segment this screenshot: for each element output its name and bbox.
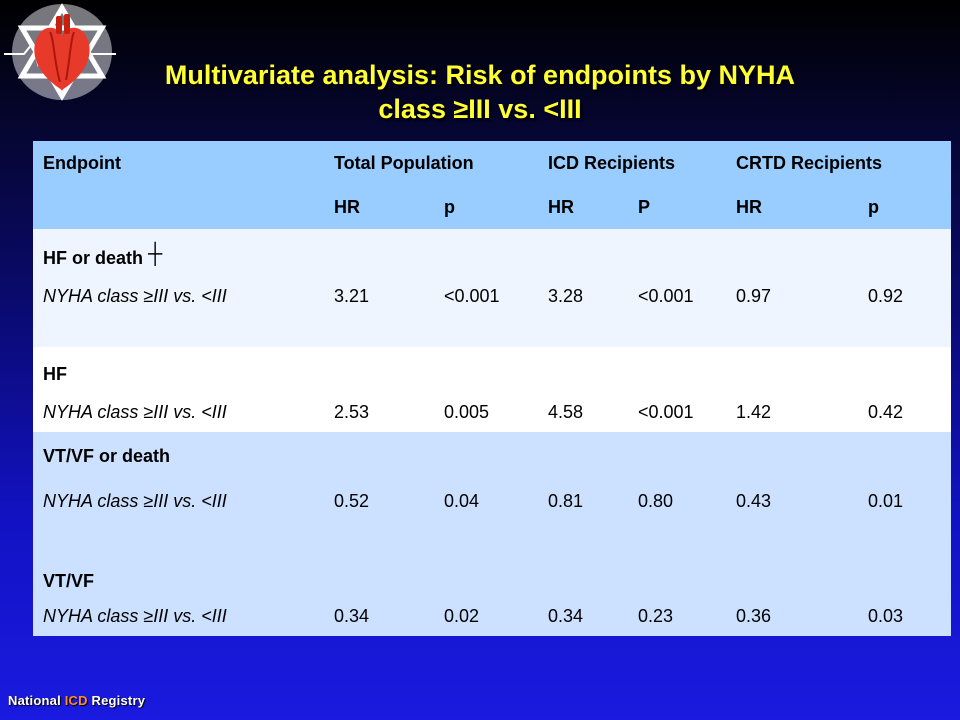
header-p-total: p [434, 185, 538, 229]
footer-part-1: National [8, 693, 65, 708]
header-p-icd: P [628, 185, 726, 229]
cell-hr-total: 0.34 [324, 596, 434, 636]
footer-part-3: Registry [87, 693, 146, 708]
section-row-hf-or-death: HF or death ┼ [33, 229, 951, 277]
cell-p-crtd: 0.03 [858, 596, 951, 636]
title-line-1: Multivariate analysis: Risk of endpoints… [164, 60, 796, 90]
header-p-crtd: p [858, 185, 951, 229]
dagger-marker: ┼ [148, 243, 163, 265]
row-label: NYHA class ≥III vs. <III [33, 596, 324, 636]
cell-p-total: 0.02 [434, 596, 538, 636]
cell-hr-crtd: 0.43 [726, 480, 858, 522]
header-hr-icd: HR [538, 185, 628, 229]
results-table: Endpoint Total Population ICD Recipients… [33, 141, 951, 636]
section-name: VT/VF [33, 522, 951, 596]
cell-p-total: <0.001 [434, 277, 538, 316]
header-icd-recipients: ICD Recipients [538, 141, 726, 185]
header-row-2: HR p HR P HR p [33, 185, 951, 229]
heart-star-logo-icon [4, 2, 116, 102]
row-label: NYHA class ≥III vs. <III [33, 393, 324, 432]
cell-hr-total: 3.21 [324, 277, 434, 316]
section-name: HF or death [43, 248, 144, 268]
section-name: VT/VF or death [33, 432, 951, 480]
header-crtd-recipients: CRTD Recipients [726, 141, 951, 185]
cell-hr-crtd: 0.36 [726, 596, 858, 636]
header-endpoint: Endpoint [33, 141, 324, 185]
title-line-2: class ≥III vs. <III [378, 94, 582, 124]
section-row-vtvf-or-death: VT/VF or death [33, 432, 951, 480]
footer-registry-label: National ICD Registry [8, 693, 145, 708]
row-label: NYHA class ≥III vs. <III [33, 277, 324, 316]
cell-p-icd: 0.80 [628, 480, 726, 522]
table-row: NYHA class ≥III vs. <III 2.53 0.005 4.58… [33, 393, 951, 432]
cell-hr-icd: 0.34 [538, 596, 628, 636]
section-name: HF [33, 347, 951, 393]
header-hr-total: HR [324, 185, 434, 229]
cell-p-icd: <0.001 [628, 277, 726, 316]
section-row-hf: HF [33, 347, 951, 393]
cell-p-icd: 0.23 [628, 596, 726, 636]
cell-p-crtd: 0.01 [858, 480, 951, 522]
cell-hr-crtd: 1.42 [726, 393, 858, 432]
cell-hr-total: 0.52 [324, 480, 434, 522]
cell-p-crtd: 0.42 [858, 393, 951, 432]
footer-part-icd: ICD [64, 693, 88, 708]
table-row: NYHA class ≥III vs. <III 3.21 <0.001 3.2… [33, 277, 951, 316]
cell-hr-icd: 0.81 [538, 480, 628, 522]
cell-p-total: 0.005 [434, 393, 538, 432]
slide-title: Multivariate analysis: Risk of endpoints… [0, 58, 960, 126]
header-blank [33, 185, 324, 229]
row-label: NYHA class ≥III vs. <III [33, 480, 324, 522]
cell-p-crtd: 0.92 [858, 277, 951, 316]
cell-hr-total: 2.53 [324, 393, 434, 432]
table-row: NYHA class ≥III vs. <III 0.34 0.02 0.34 … [33, 596, 951, 636]
header-total-population: Total Population [324, 141, 538, 185]
header-row-1: Endpoint Total Population ICD Recipients… [33, 141, 951, 185]
section-row-vtvf: VT/VF [33, 522, 951, 596]
table-row: NYHA class ≥III vs. <III 0.52 0.04 0.81 … [33, 480, 951, 522]
cell-p-total: 0.04 [434, 480, 538, 522]
cell-hr-icd: 3.28 [538, 277, 628, 316]
cell-hr-icd: 4.58 [538, 393, 628, 432]
header-hr-crtd: HR [726, 185, 858, 229]
cell-p-icd: <0.001 [628, 393, 726, 432]
cell-hr-crtd: 0.97 [726, 277, 858, 316]
spacer-row [33, 316, 951, 347]
